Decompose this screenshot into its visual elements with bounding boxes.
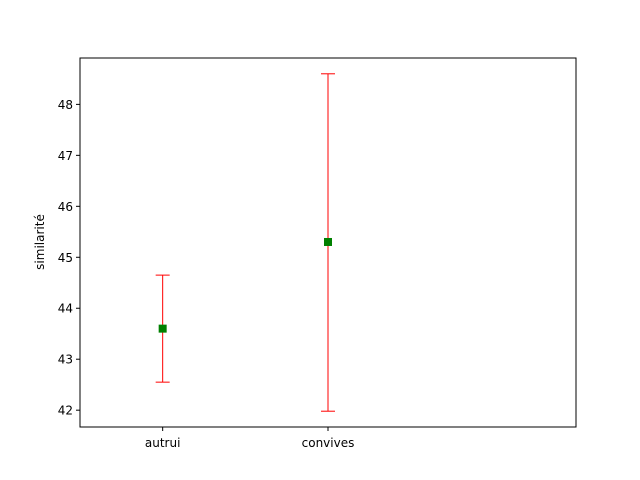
x-tick-label: convives [302, 436, 355, 450]
y-tick-label: 47 [58, 149, 73, 163]
x-tick-label: autrui [145, 436, 181, 450]
data-point [158, 324, 167, 333]
chart-marks [155, 73, 335, 412]
plot-frame [79, 57, 577, 428]
y-tick-label: 44 [58, 302, 73, 316]
y-axis-label: similarité [33, 214, 47, 270]
x-axis: autrui convives [145, 427, 354, 450]
y-tick-label: 45 [58, 251, 73, 265]
y-tick-label: 46 [58, 200, 73, 214]
data-point [324, 237, 332, 246]
y-tick-label: 48 [58, 98, 73, 112]
y-tick-label: 43 [58, 353, 73, 367]
y-axis: 42 43 44 45 46 47 48 [58, 98, 80, 418]
y-tick-label: 42 [58, 404, 73, 418]
